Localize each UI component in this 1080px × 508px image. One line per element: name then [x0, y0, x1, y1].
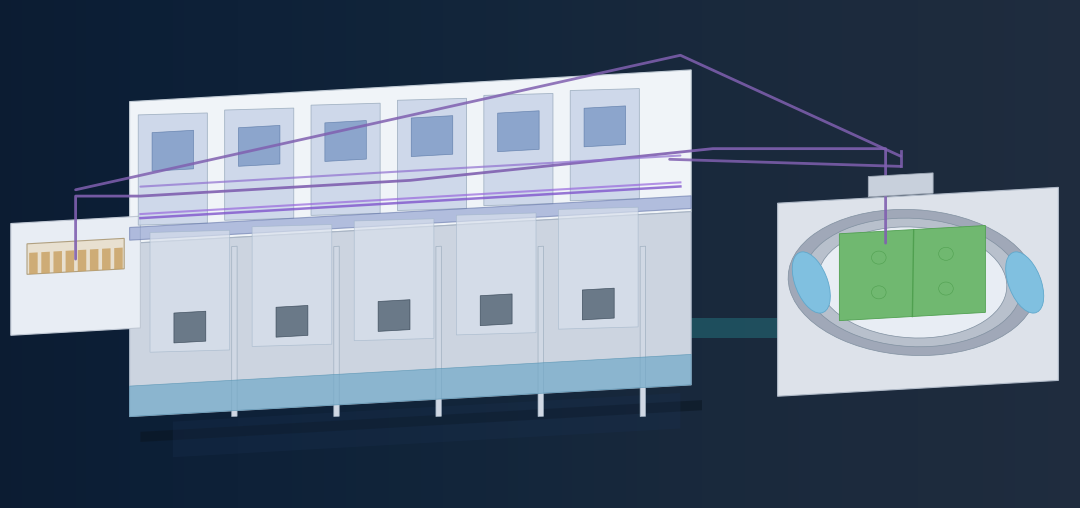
Polygon shape [29, 252, 38, 274]
Polygon shape [130, 212, 691, 417]
Polygon shape [252, 225, 332, 346]
Polygon shape [397, 99, 467, 210]
Polygon shape [54, 251, 62, 273]
Polygon shape [102, 248, 110, 270]
Polygon shape [436, 246, 442, 417]
Polygon shape [27, 238, 124, 274]
Polygon shape [640, 246, 646, 417]
Polygon shape [538, 246, 543, 417]
Polygon shape [140, 400, 702, 442]
Polygon shape [90, 249, 98, 271]
Polygon shape [11, 216, 140, 335]
Polygon shape [66, 250, 75, 272]
Polygon shape [378, 300, 410, 331]
Polygon shape [778, 187, 1058, 396]
Ellipse shape [804, 218, 1022, 347]
Polygon shape [138, 113, 207, 225]
Polygon shape [114, 247, 123, 269]
Polygon shape [334, 246, 339, 417]
Polygon shape [239, 125, 280, 166]
Ellipse shape [818, 227, 1007, 338]
Polygon shape [868, 173, 933, 197]
Ellipse shape [1005, 252, 1043, 313]
Polygon shape [411, 116, 453, 156]
Polygon shape [354, 219, 434, 341]
Polygon shape [558, 207, 638, 329]
Polygon shape [680, 318, 778, 338]
Polygon shape [174, 311, 206, 343]
Polygon shape [130, 355, 691, 417]
Polygon shape [276, 305, 308, 337]
Polygon shape [130, 70, 691, 243]
Polygon shape [582, 288, 615, 320]
Polygon shape [225, 108, 294, 220]
Polygon shape [150, 230, 230, 352]
Polygon shape [311, 103, 380, 215]
Polygon shape [232, 246, 238, 417]
Polygon shape [173, 393, 680, 457]
Polygon shape [41, 251, 50, 273]
Polygon shape [152, 130, 193, 171]
Ellipse shape [793, 252, 831, 313]
Polygon shape [130, 196, 691, 240]
Polygon shape [584, 106, 625, 147]
Polygon shape [325, 120, 366, 162]
Polygon shape [481, 294, 512, 326]
Ellipse shape [788, 209, 1037, 356]
Polygon shape [570, 88, 639, 201]
Polygon shape [484, 93, 553, 206]
Polygon shape [78, 249, 86, 271]
Polygon shape [839, 226, 985, 321]
Polygon shape [498, 111, 539, 152]
Polygon shape [457, 213, 536, 335]
